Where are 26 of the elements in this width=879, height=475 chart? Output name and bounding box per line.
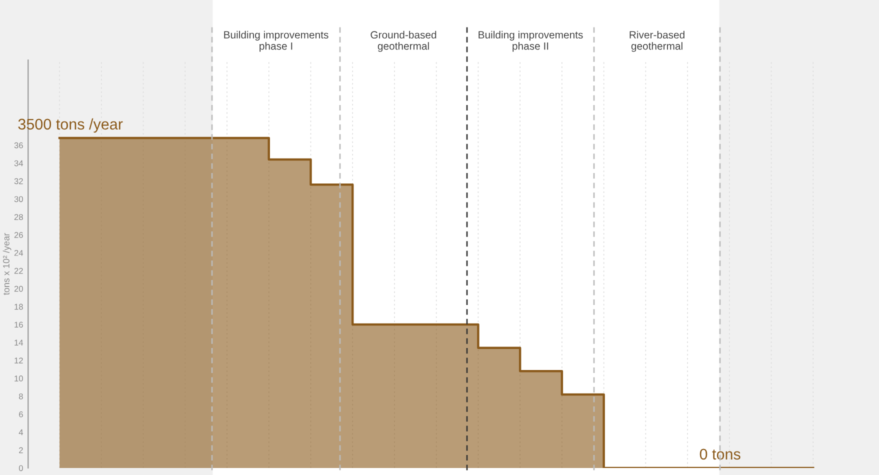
y-tick-label: 16 bbox=[14, 322, 23, 328]
y-tick-label: 22 bbox=[14, 268, 23, 274]
annotation: 0 tons bbox=[700, 448, 740, 460]
y-tick-label: 0 bbox=[18, 465, 23, 472]
y-tick-label: 6 bbox=[19, 411, 23, 418]
text: Building improvements phase I bbox=[224, 30, 328, 52]
text: River-based geothermal bbox=[630, 30, 684, 52]
y-tick-label: 2 bbox=[19, 447, 23, 454]
y-axis-title: tons x 10² /year bbox=[2, 233, 12, 295]
y-tick-label: 10 bbox=[14, 376, 23, 382]
y-tick-label: 14 bbox=[14, 340, 24, 346]
text: Ground-based geothermal bbox=[370, 30, 436, 52]
y-tick-label: 26 bbox=[14, 232, 23, 238]
annotation: 3500 tons /year bbox=[18, 118, 123, 133]
y-tick-label: 32 bbox=[14, 178, 23, 184]
y-tick-label: 36 bbox=[14, 142, 23, 148]
y-tick-label: 24 bbox=[14, 250, 24, 256]
y-tick-label: 20 bbox=[14, 286, 23, 292]
y-tick-label: 12 bbox=[14, 358, 23, 364]
y-tick-label: 28 bbox=[14, 214, 23, 220]
y-tick-label: 18 bbox=[14, 304, 23, 310]
y-tick-label: 8 bbox=[18, 393, 23, 400]
y-tick-label: 34 bbox=[14, 160, 24, 166]
y-tick-label: 30 bbox=[14, 196, 23, 202]
y-tick-label: 4 bbox=[18, 429, 24, 436]
text: Building improvements phase II bbox=[478, 30, 583, 52]
